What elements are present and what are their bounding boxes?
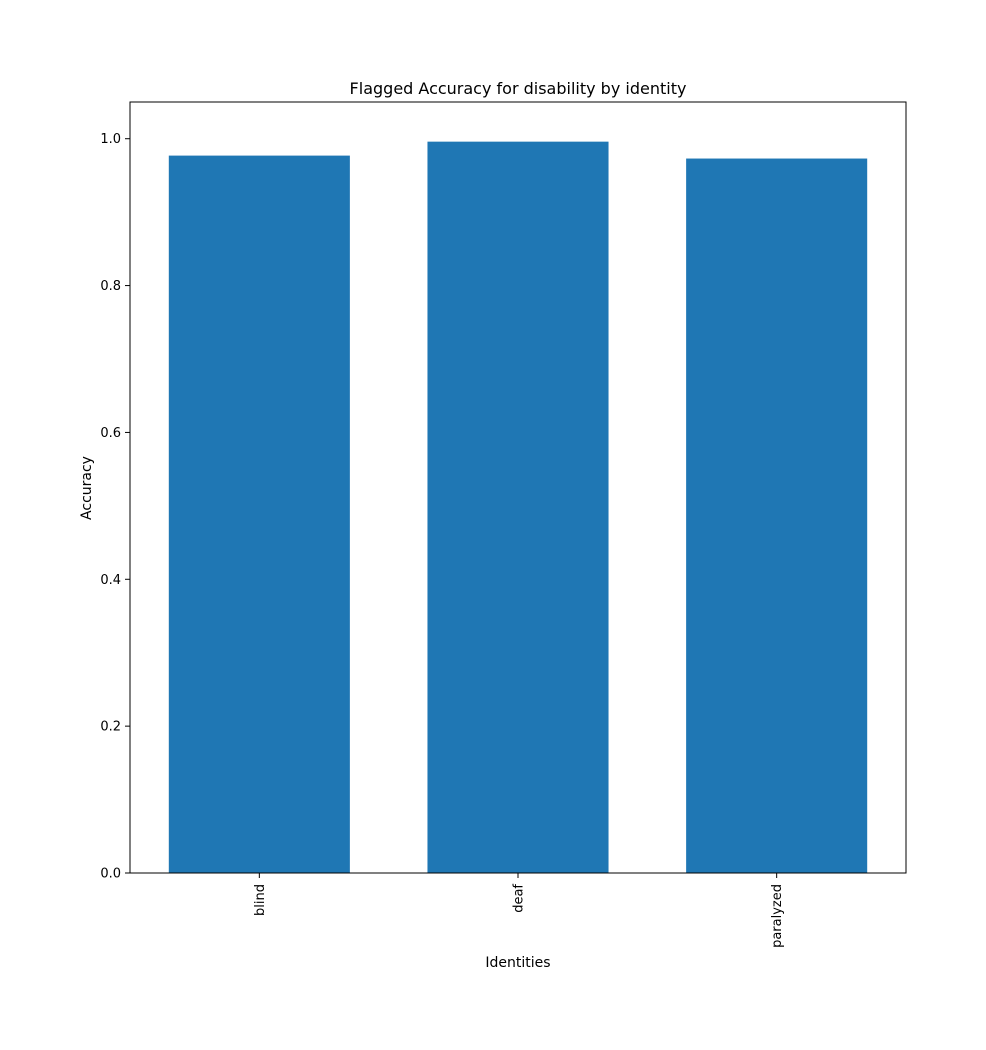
- y-tick-label: 0.0: [100, 867, 121, 882]
- plot-frame: [129, 101, 907, 874]
- y-axis: 0.0 0.2 0.4 0.6 0.8 1.0: [100, 132, 130, 882]
- x-tick-label: paralyzed: [770, 884, 785, 948]
- y-tick-label: 0.6: [100, 426, 121, 441]
- bar-deaf: [427, 141, 609, 873]
- y-tick-label: 1.0: [100, 132, 121, 147]
- x-tick-label: blind: [253, 884, 268, 916]
- bar-paralyzed: [686, 158, 868, 874]
- bar-blind: [168, 155, 350, 874]
- x-tick-label: deaf: [512, 884, 527, 913]
- y-tick-label: 0.4: [100, 573, 121, 588]
- x-axis: blind deaf paralyzed: [253, 873, 785, 948]
- x-axis-label: Identities: [485, 955, 550, 971]
- chart-title: Flagged Accuracy for disability by ident…: [350, 79, 687, 98]
- y-axis-label: Accuracy: [79, 456, 95, 520]
- y-tick-label: 0.8: [100, 279, 121, 294]
- y-tick-label: 0.2: [100, 720, 121, 735]
- bars-layer: [168, 141, 868, 874]
